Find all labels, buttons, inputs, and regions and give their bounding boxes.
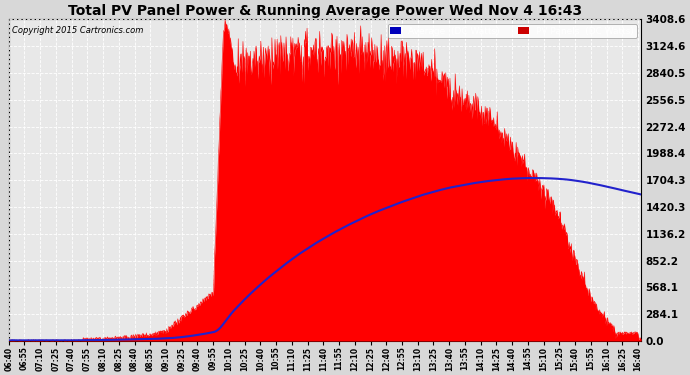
Title: Total PV Panel Power & Running Average Power Wed Nov 4 16:43: Total PV Panel Power & Running Average P…	[68, 4, 582, 18]
Legend: Average  (DC Watts), PV Panels  (DC Watts): Average (DC Watts), PV Panels (DC Watts)	[388, 24, 637, 38]
Text: Copyright 2015 Cartronics.com: Copyright 2015 Cartronics.com	[12, 26, 144, 35]
